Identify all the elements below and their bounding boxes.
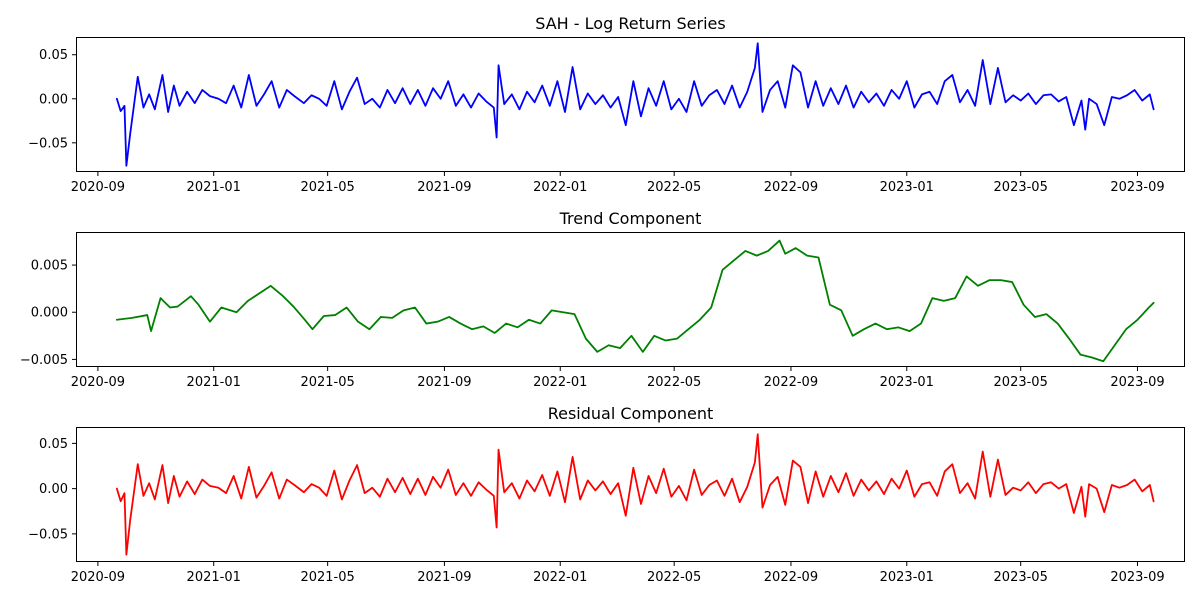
residual-x-tick-label: 2021-05 — [300, 570, 354, 585]
log-return-x-tick-label: 2022-05 — [647, 180, 701, 195]
residual-y-tick-label: 0.05 — [39, 437, 68, 452]
residual-x-tick-label: 2021-09 — [417, 570, 471, 585]
residual-title: Residual Component — [548, 404, 714, 423]
log-return-x-tick-label: 2022-09 — [764, 180, 818, 195]
trend-x-tick-label: 2022-09 — [764, 375, 818, 390]
trend-y-tick-label: 0.005 — [31, 259, 68, 274]
residual-y-tick-label: 0.00 — [39, 482, 68, 497]
residual-x-tick-label: 2020-09 — [71, 570, 125, 585]
log-return-marks: 2020-09 2021-01 2021-05 2021-09 2022-01 2022-… — [28, 42, 1165, 195]
trend-x-tick-label: 2021-01 — [187, 375, 241, 390]
log-return-axes-frame — [76, 37, 1185, 172]
residual-x-tick-label: 2023-09 — [1110, 570, 1164, 585]
log-return-panel: SAH - Log Return Series 2020-09 2021-01 20… — [28, 14, 1185, 195]
trend-title: Trend Component — [559, 209, 702, 228]
residual-x-tick-label: 2023-05 — [994, 570, 1048, 585]
residual-x-tick-label: 2022-01 — [533, 570, 587, 585]
residual-marks: 2020-09 2021-01 2021-05 2021-09 2022-01 2022-… — [28, 433, 1165, 585]
trend-series-line — [115, 239, 1155, 363]
log-return-y-tick-label: 0.05 — [39, 48, 68, 63]
trend-x-tick-label: 2021-09 — [417, 375, 471, 390]
residual-x-tick-label: 2023-01 — [880, 570, 934, 585]
trend-x-tick-label: 2023-09 — [1110, 375, 1164, 390]
residual-x-tick-label: 2021-01 — [187, 570, 241, 585]
log-return-x-tick-label: 2020-09 — [71, 180, 125, 195]
trend-x-tick-label: 2022-01 — [533, 375, 587, 390]
log-return-x-tick-label: 2023-01 — [880, 180, 934, 195]
residual-x-tick-label: 2022-05 — [647, 570, 701, 585]
log-return-x-tick-label: 2021-09 — [417, 180, 471, 195]
trend-marks: 2020-09 2021-01 2021-05 2021-09 2022-01 2022-… — [20, 239, 1165, 390]
log-return-x-tick-label: 2023-05 — [994, 180, 1048, 195]
log-return-title: SAH - Log Return Series — [535, 14, 725, 33]
residual-axes-frame — [76, 427, 1185, 562]
trend-panel: Trend Component 2020-09 2021-01 2021-05 202… — [20, 209, 1185, 390]
residual-x-tick-label: 2022-09 — [764, 570, 818, 585]
residual-panel: Residual Component 2020-09 2021-01 2021-05… — [28, 404, 1185, 585]
log-return-x-tick-label: 2021-05 — [300, 180, 354, 195]
trend-x-tick-label: 2020-09 — [71, 375, 125, 390]
trend-x-tick-label: 2023-05 — [994, 375, 1048, 390]
residual-y-tick-label: −0.05 — [28, 527, 68, 542]
trend-x-tick-label: 2021-05 — [300, 375, 354, 390]
trend-y-tick-label: 0.000 — [31, 306, 68, 321]
trend-x-tick-label: 2022-05 — [647, 375, 701, 390]
log-return-x-tick-label: 2023-09 — [1110, 180, 1164, 195]
log-return-y-tick-label: 0.00 — [39, 92, 68, 107]
log-return-x-tick-label: 2022-01 — [533, 180, 587, 195]
residual-series-line — [115, 433, 1155, 556]
trend-x-tick-label: 2023-01 — [880, 375, 934, 390]
log-return-series-line — [115, 42, 1155, 167]
trend-axes-frame — [76, 232, 1185, 367]
log-return-x-tick-label: 2021-01 — [187, 180, 241, 195]
log-return-y-tick-label: −0.05 — [28, 136, 68, 151]
trend-y-tick-label: −0.005 — [20, 353, 68, 368]
